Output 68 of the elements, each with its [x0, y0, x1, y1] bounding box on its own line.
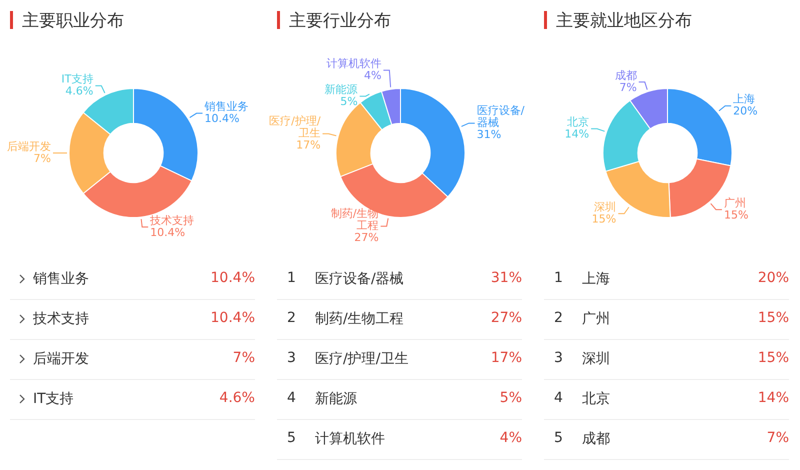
- text: 4: [554, 390, 563, 406]
- text: 1: [554, 270, 563, 286]
- data-label: 15%: [592, 212, 616, 226]
- category-label: 制药/生物工程: [315, 311, 404, 327]
- slice-label: IT支持: [61, 72, 94, 86]
- text: 3: [287, 350, 296, 366]
- text: 7%: [766, 430, 789, 446]
- category-label: 新能源: [315, 391, 357, 407]
- text: 10.4%: [210, 310, 255, 326]
- data-label: 14%: [564, 128, 590, 141]
- data-label: 7%: [619, 80, 637, 94]
- data-label: 4%: [364, 69, 382, 82]
- category-label: 医疗设备/器械: [315, 271, 404, 287]
- chart-title: 主要就业地区分布: [556, 10, 692, 32]
- data-label: 10.4%: [204, 112, 240, 126]
- text: 31%: [490, 270, 522, 286]
- data-label: 4.6%: [65, 84, 94, 98]
- category-label: 销售业务: [33, 271, 89, 287]
- text: 2: [287, 310, 296, 326]
- data-label: 20%: [733, 104, 758, 118]
- text: 14%: [758, 390, 789, 406]
- category-label: 成都: [582, 431, 610, 447]
- slice-label: 计算机软件: [326, 57, 382, 70]
- slice-label: 销售业务: [204, 100, 249, 114]
- text: 7%: [232, 350, 255, 366]
- slice-label: 医疗/护理/卫生: [269, 114, 321, 140]
- text: 4%: [500, 430, 522, 446]
- category-label: 上海: [582, 271, 610, 287]
- text: 5: [554, 430, 563, 446]
- text: 15%: [758, 350, 789, 366]
- slice-label: 广州: [724, 196, 746, 210]
- text: 4.6%: [219, 390, 255, 406]
- slice-label: 上海: [733, 92, 756, 106]
- text: 10.4%: [210, 270, 255, 286]
- slice-label: 技术支持: [149, 214, 194, 227]
- slice-label: 北京: [567, 116, 590, 129]
- chart-title: 主要职业分布: [22, 10, 124, 32]
- text: 5%: [500, 390, 522, 406]
- text: 20%: [758, 270, 789, 286]
- text: 27%: [490, 310, 522, 326]
- slice-label: 医疗设备/器械: [476, 104, 525, 130]
- data-label: 5%: [340, 95, 358, 108]
- slice-label: 新能源: [324, 83, 358, 96]
- slice-label: 后端开发: [7, 140, 51, 153]
- category-label: 广州: [582, 311, 610, 327]
- slice-label: 深圳: [594, 200, 616, 214]
- data-label: 15%: [724, 208, 748, 222]
- data-label: 27%: [354, 231, 379, 244]
- data-label: 10.4%: [150, 226, 186, 239]
- category-label: 计算机软件: [315, 431, 385, 447]
- slice-label: 成都: [614, 68, 637, 82]
- text: 2: [554, 310, 563, 326]
- data-label: 31%: [476, 128, 502, 142]
- chart-title: 主要行业分布: [289, 10, 391, 32]
- category-label: 医疗/护理/卫生: [315, 351, 408, 367]
- category-label: 技术支持: [33, 311, 89, 327]
- text: 5: [287, 430, 296, 446]
- category-label: 后端开发: [33, 351, 89, 367]
- text: 15%: [758, 310, 789, 326]
- category-label: IT支持: [33, 391, 74, 407]
- category-label: 北京: [582, 391, 610, 407]
- text: 3: [554, 350, 563, 366]
- text: 17%: [490, 350, 522, 366]
- data-label: 7%: [34, 152, 51, 165]
- data-label: 17%: [296, 138, 321, 152]
- text: 4: [287, 390, 296, 406]
- category-label: 深圳: [582, 351, 610, 367]
- text: 1: [287, 270, 296, 286]
